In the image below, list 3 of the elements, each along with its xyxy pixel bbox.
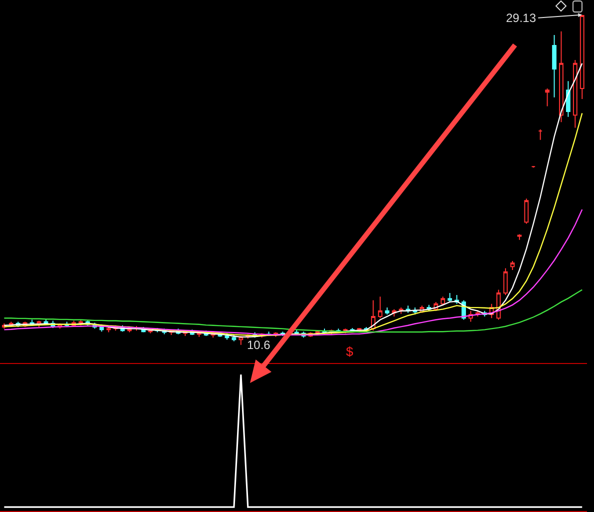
annotation: $: [346, 344, 354, 359]
annotation: 29.13: [506, 11, 536, 25]
annotation: 10.6: [247, 338, 271, 352]
